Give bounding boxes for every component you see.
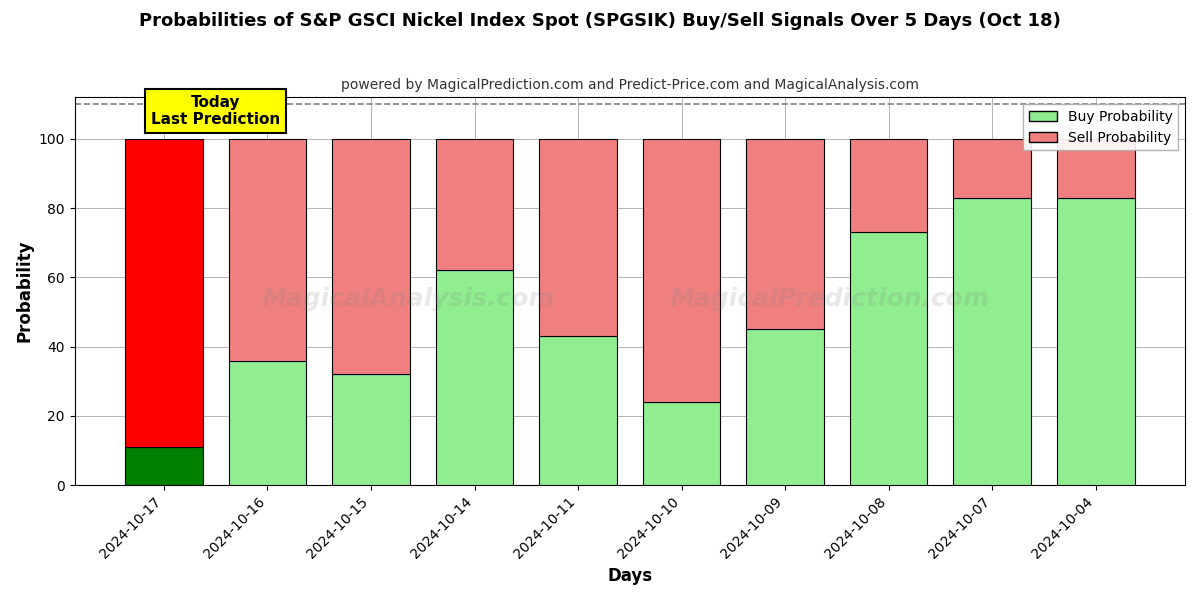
Legend: Buy Probability, Sell Probability: Buy Probability, Sell Probability: [1024, 104, 1178, 151]
Bar: [746, 139, 824, 329]
Title: powered by MagicalPrediction.com and Predict-Price.com and MagicalAnalysis.com: powered by MagicalPrediction.com and Pre…: [341, 78, 919, 92]
Y-axis label: Probability: Probability: [16, 240, 34, 343]
Bar: [229, 139, 306, 361]
Bar: [850, 232, 928, 485]
Bar: [953, 198, 1031, 485]
Bar: [1057, 198, 1134, 485]
Bar: [850, 139, 928, 232]
Bar: [436, 139, 514, 271]
Bar: [125, 139, 203, 447]
Bar: [332, 139, 410, 374]
X-axis label: Days: Days: [607, 567, 653, 585]
Bar: [643, 402, 720, 485]
Text: MagicalAnalysis.com: MagicalAnalysis.com: [262, 287, 554, 311]
Bar: [1057, 139, 1134, 198]
Bar: [539, 336, 617, 485]
Bar: [643, 139, 720, 402]
Text: MagicalPrediction.com: MagicalPrediction.com: [670, 287, 990, 311]
Bar: [953, 139, 1031, 198]
Bar: [125, 447, 203, 485]
Bar: [539, 139, 617, 336]
Bar: [229, 361, 306, 485]
Text: Probabilities of S&P GSCI Nickel Index Spot (SPGSIK) Buy/Sell Signals Over 5 Day: Probabilities of S&P GSCI Nickel Index S…: [139, 12, 1061, 30]
Bar: [332, 374, 410, 485]
Bar: [436, 271, 514, 485]
Text: Today
Last Prediction: Today Last Prediction: [151, 95, 281, 127]
Bar: [746, 329, 824, 485]
